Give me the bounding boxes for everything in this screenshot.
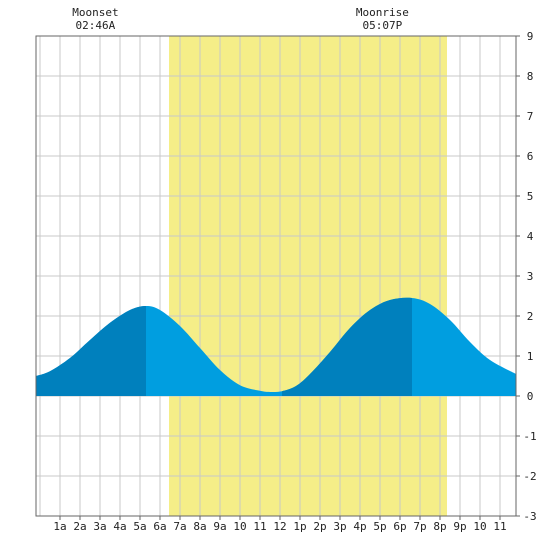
y-tick-label: 4 [527, 230, 534, 243]
x-tick-label: 10 [233, 520, 246, 533]
y-tick-label: 3 [527, 270, 534, 283]
x-tick-label: 1p [293, 520, 306, 533]
x-tick-label: 11 [253, 520, 266, 533]
x-tick-label: 3p [333, 520, 346, 533]
x-tick-label: 11 [493, 520, 506, 533]
x-tick-label: 8p [433, 520, 446, 533]
x-tick-label: 2a [73, 520, 86, 533]
moonrise-label: Moonrise [356, 6, 409, 19]
x-tick-label: 9a [213, 520, 226, 533]
moonset-label: Moonset [72, 6, 118, 19]
y-tick-label: -2 [523, 470, 536, 483]
y-tick-label: 6 [527, 150, 534, 163]
y-tick-label: 5 [527, 190, 534, 203]
y-tick-label: 8 [527, 70, 534, 83]
x-tick-label: 5p [373, 520, 386, 533]
y-tick-label: -1 [523, 430, 536, 443]
y-tick-label: 1 [527, 350, 534, 363]
x-tick-label: 4p [353, 520, 366, 533]
x-tick-label: 12 [273, 520, 286, 533]
x-tick-label: 2p [313, 520, 326, 533]
x-tick-label: 9p [453, 520, 466, 533]
y-tick-label: 7 [527, 110, 534, 123]
y-tick-label: 0 [527, 390, 534, 403]
y-tick-label: 9 [527, 30, 534, 43]
y-tick-label: 2 [527, 310, 534, 323]
moonset-time: 02:46A [76, 19, 116, 32]
y-tick-label: -3 [523, 510, 536, 523]
x-tick-label: 1a [53, 520, 66, 533]
x-tick-label: 7a [173, 520, 186, 533]
x-tick-label: 6p [393, 520, 406, 533]
moonrise-time: 05:07P [363, 19, 403, 32]
x-tick-label: 4a [113, 520, 126, 533]
x-tick-label: 8a [193, 520, 206, 533]
x-tick-label: 7p [413, 520, 426, 533]
x-tick-label: 6a [153, 520, 166, 533]
x-tick-label: 3a [93, 520, 106, 533]
x-tick-label: 10 [473, 520, 486, 533]
x-tick-label: 5a [133, 520, 146, 533]
